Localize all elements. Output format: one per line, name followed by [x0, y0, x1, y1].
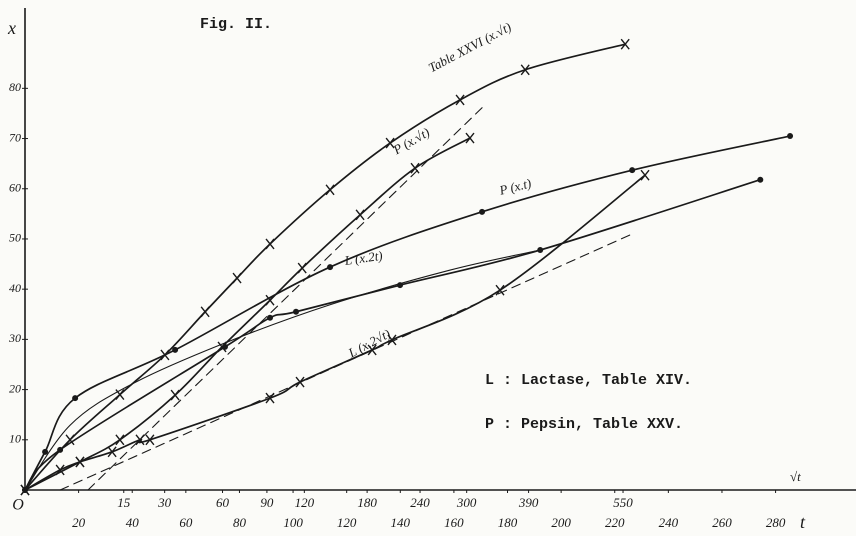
- point: [115, 434, 125, 446]
- point: [327, 264, 334, 271]
- x-tick-label: 140: [391, 515, 411, 530]
- y-tick-label: 70: [9, 130, 21, 144]
- y-tick-label: 20: [9, 381, 21, 395]
- x2-tick-label: 120: [295, 495, 315, 510]
- x-tick-label: 240: [659, 515, 679, 530]
- y-tick-label: 60: [9, 181, 21, 195]
- point: [355, 209, 365, 221]
- point: [520, 64, 530, 76]
- point: [495, 284, 505, 296]
- x-tick-label: 80: [233, 515, 247, 530]
- point: [75, 456, 85, 468]
- point: [629, 167, 636, 174]
- series-line: [87, 104, 486, 491]
- point: [757, 176, 764, 183]
- x-tick-label: 100: [283, 515, 303, 530]
- x2-tick-label: 90: [260, 495, 274, 510]
- x-tick-label: 20: [72, 515, 86, 530]
- point: [232, 272, 242, 284]
- series-line: [24, 43, 627, 491]
- x2-tick-label: 550: [613, 495, 633, 510]
- x-tick-label: 220: [605, 515, 625, 530]
- y-axis-label: x: [7, 18, 16, 38]
- point: [267, 314, 274, 321]
- series-line: [24, 249, 541, 491]
- point: [479, 208, 486, 215]
- point: [787, 133, 794, 140]
- x-tick-label: 160: [444, 515, 464, 530]
- x-tick-label: 120: [337, 515, 357, 530]
- x2-tick-label: 390: [518, 495, 539, 510]
- point: [221, 343, 228, 350]
- point: [172, 346, 179, 353]
- point: [55, 464, 65, 476]
- point: [385, 137, 395, 149]
- x2-tick-label: 30: [157, 495, 172, 510]
- point: [455, 94, 465, 106]
- point: [200, 306, 210, 318]
- y-tick-label: 50: [9, 231, 21, 245]
- x-tick-label: 200: [551, 515, 571, 530]
- point: [42, 448, 49, 455]
- point: [265, 238, 275, 250]
- y-tick-label: 40: [9, 281, 21, 295]
- point: [297, 262, 307, 274]
- point: [620, 38, 630, 50]
- point: [72, 395, 79, 402]
- series-line: [24, 135, 791, 491]
- x-tick-label: 260: [712, 515, 732, 530]
- x-tick-label: 280: [766, 515, 786, 530]
- x-tick-label: 180: [498, 515, 518, 530]
- point: [367, 344, 377, 356]
- point: [115, 389, 125, 401]
- point: [325, 184, 335, 196]
- point: [170, 389, 180, 401]
- point: [65, 434, 75, 446]
- point: [107, 446, 117, 458]
- point: [465, 132, 475, 144]
- x2-tick-label: 60: [216, 495, 230, 510]
- point: [145, 434, 155, 446]
- point: [410, 162, 420, 174]
- series-label: P (x.t): [497, 175, 533, 198]
- point: [57, 446, 64, 453]
- annotation: L : Lactase, Table XIV.: [485, 372, 692, 389]
- chart-title: Fig. II.: [200, 16, 272, 33]
- x-tick-label: 40: [126, 515, 140, 530]
- x2-tick-label: 240: [410, 495, 430, 510]
- x2-tick-label: 180: [357, 495, 377, 510]
- point: [293, 308, 300, 315]
- y-tick-label: 10: [9, 432, 21, 446]
- x2-tick-label: 300: [456, 495, 477, 510]
- x2-tick-label: 15: [117, 495, 131, 510]
- y-tick-label: 80: [9, 80, 21, 94]
- x-tick-label: O: [12, 497, 24, 514]
- series-label: Table XXVI (x.√t): [426, 19, 514, 75]
- series-line: [24, 137, 471, 491]
- series-label: L (x.2t): [343, 248, 384, 268]
- x2-axis-label: √t: [790, 469, 801, 484]
- x-tick-label: 60: [179, 515, 193, 530]
- point: [640, 169, 650, 181]
- x-axis-label: t: [800, 512, 806, 532]
- annotation: P : Pepsin, Table XXV.: [485, 416, 683, 433]
- y-tick-label: 30: [8, 331, 21, 345]
